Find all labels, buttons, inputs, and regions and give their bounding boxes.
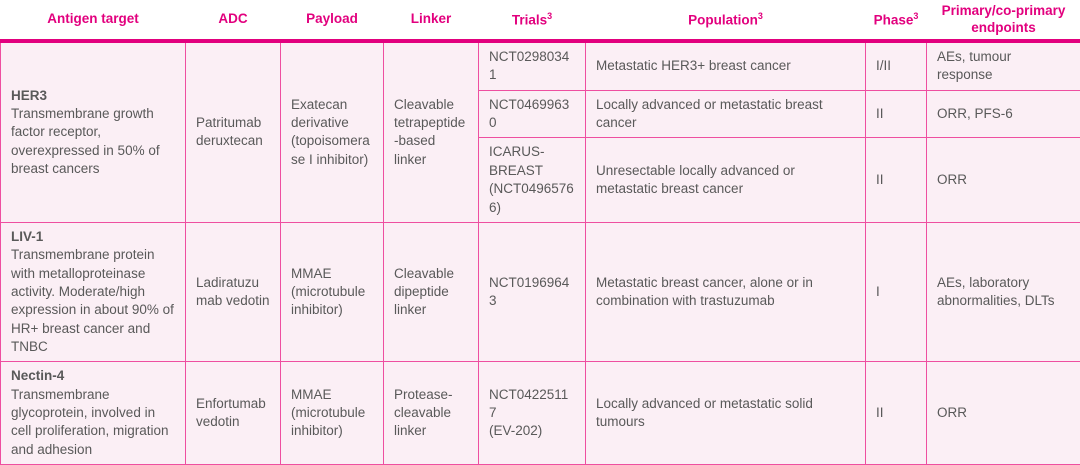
antigen-name: HER3 xyxy=(11,87,48,103)
antigen-description: Transmembrane protein with metalloprotei… xyxy=(11,247,174,355)
column-header-population: Population3 xyxy=(585,0,866,43)
column-header-adc: ADC xyxy=(185,0,281,43)
table-body: HER3 Transmembrane growth factor receptor… xyxy=(0,40,1080,465)
linker-cell: Cleavable tetrapeptide-based linker xyxy=(383,40,479,223)
column-header-trials: Trials3 xyxy=(478,0,586,43)
payload-cell: MMAE (microtubule inhibitor) xyxy=(280,361,384,465)
column-header-endpoints: Primary/co-primary endpoints xyxy=(926,0,1080,43)
reference-superscript: 3 xyxy=(913,10,919,21)
column-header-antigen-target: Antigen target xyxy=(0,0,186,43)
trial-cell: NCT02980341 xyxy=(478,40,586,91)
trial-cell: NCT01969643 xyxy=(478,221,586,363)
reference-superscript: 3 xyxy=(757,10,763,21)
population-cell: Metastatic breast cancer, alone or in co… xyxy=(585,221,866,363)
antigen-name: Nectin-4 xyxy=(11,368,65,384)
phase-cell: I xyxy=(865,221,927,363)
phase-cell: II xyxy=(865,137,927,223)
antigen-cell: HER3 Transmembrane growth factor receptor… xyxy=(0,40,186,223)
column-header-label: Payload xyxy=(306,11,358,27)
column-header-label: Trials xyxy=(511,12,548,28)
endpoints-cell: ORR xyxy=(926,361,1080,465)
column-header-linker: Linker xyxy=(383,0,479,43)
table-row: HER3 Transmembrane growth factor receptor… xyxy=(0,40,1080,223)
population-cell: Metastatic HER3+ breast cancer xyxy=(585,40,866,91)
endpoints-cell: ORR xyxy=(926,137,1080,223)
reference-superscript: 3 xyxy=(547,10,553,21)
column-header-label: Primary/co-primary endpoints xyxy=(941,3,1066,35)
antigen-cell: LIV-1 Transmembrane protein with metallop… xyxy=(0,221,186,363)
column-header-label: Population xyxy=(688,12,758,28)
linker-cell: Protease-cleavable linker xyxy=(383,361,479,465)
phase-cell: I/II xyxy=(865,40,927,91)
adc-cell: Enfortumab vedotin xyxy=(185,361,281,465)
antigen-description: Transmembrane glycoprotein, involved in … xyxy=(11,386,169,457)
column-header-phase: Phase3 xyxy=(865,0,927,43)
payload-cell: MMAE (microtubule inhibitor) xyxy=(280,221,384,363)
adc-cell: Ladiratuzumab vedotin xyxy=(185,221,281,363)
column-header-label: Phase xyxy=(873,12,914,28)
table-header-row: Antigen target ADC Payload Linker Trials3 Pop… xyxy=(0,0,1080,43)
phase-cell: II xyxy=(865,89,927,139)
table-row: ICARUS-BREAST (NCT04965766) Unresectable … xyxy=(1,137,1080,223)
endpoints-cell: AEs, tumour response xyxy=(926,40,1080,91)
trial-cell: NCT04699630 xyxy=(478,89,586,139)
column-header-payload: Payload xyxy=(280,0,384,43)
endpoints-cell: ORR, PFS-6 xyxy=(926,89,1080,139)
antigen-cell: Nectin-4 Transmembrane glycoprotein, invo… xyxy=(0,361,186,465)
endpoints-cell: AEs, laboratory abnormalities, DLTs xyxy=(926,221,1080,363)
population-cell: Unresectable locally advanced or metasta… xyxy=(585,137,866,223)
antigen-name: LIV-1 xyxy=(11,228,44,244)
adc-cell: Patritumab deruxtecan xyxy=(185,40,281,223)
column-header-label: Antigen target xyxy=(47,11,139,27)
column-header-label: ADC xyxy=(218,11,248,27)
payload-cell: Exatecan derivative (topoisomerase I inh… xyxy=(280,40,384,223)
linker-cell: Cleavable dipeptide linker xyxy=(383,221,479,363)
trial-cell: ICARUS-BREAST (NCT04965766) xyxy=(478,137,586,223)
table-row: Nectin-4 Transmembrane glycoprotein, invo… xyxy=(0,361,1080,465)
population-cell: Locally advanced or metastatic breast ca… xyxy=(585,89,866,139)
antigen-description: Transmembrane growth factor receptor, ov… xyxy=(11,105,160,176)
column-header-label: Linker xyxy=(410,11,452,27)
population-cell: Locally advanced or metastatic solid tum… xyxy=(585,361,866,465)
table-row: NCT04699630 Locally advanced or metastati… xyxy=(1,89,1080,139)
phase-cell: II xyxy=(865,361,927,465)
trial-cell: NCT04225117 (EV-202) xyxy=(478,361,586,465)
table-row: LIV-1 Transmembrane protein with metallop… xyxy=(0,221,1080,363)
header-row: Antigen target ADC Payload Linker Trials3 Pop… xyxy=(0,0,1080,43)
